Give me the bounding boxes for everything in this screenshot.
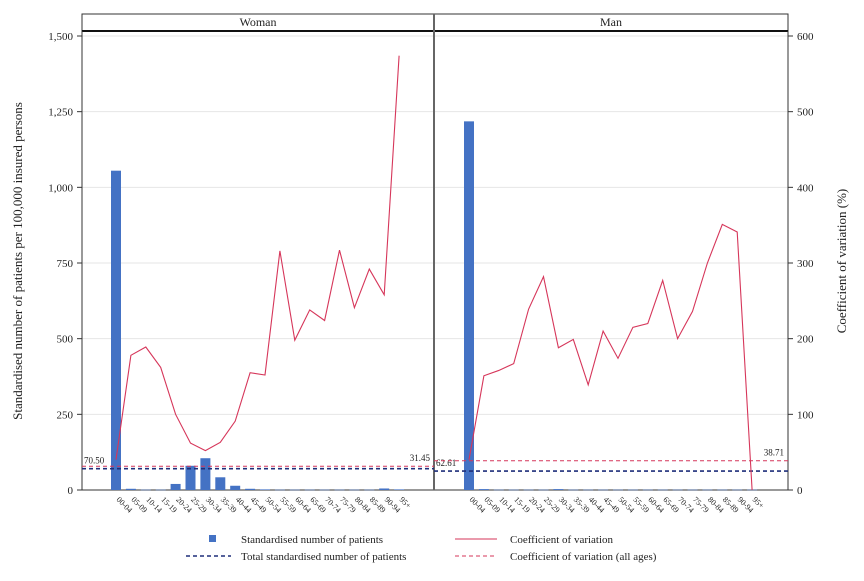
- y-axis-right-label: Coefficient of variation (%): [834, 189, 849, 334]
- bar-woman-05-09: [125, 488, 136, 490]
- bar-man-80-84: [702, 489, 713, 491]
- bar-woman-85-89: [364, 489, 375, 491]
- legend-label-cv: Coefficient of variation: [510, 534, 614, 546]
- y-right-tick-label: 600: [797, 31, 814, 43]
- bar-man-00-04: [464, 121, 474, 491]
- bar-woman-00-04: [111, 170, 121, 491]
- y-left-tick-label: 1,500: [48, 31, 73, 43]
- bar-man-50-54: [613, 489, 623, 491]
- bar-woman-25-29: [185, 465, 196, 490]
- bar-man-60-64: [642, 489, 653, 491]
- bar-woman-90-94: [379, 488, 390, 490]
- cv-line-woman: [115, 55, 400, 460]
- legend-swatch-bar: [209, 535, 216, 542]
- y-ticks-left: 0 250 500 750 1,000 1,250 1,500: [48, 31, 82, 497]
- bar-man-20-24: [523, 489, 534, 491]
- cv-line-man: [468, 223, 753, 491]
- bar-man-45-49: [598, 489, 609, 491]
- cv-all-label-man: 38.71: [764, 448, 784, 458]
- legend-label-bar: Standardised number of patients: [241, 534, 383, 546]
- cv-lines: [115, 55, 753, 491]
- panel-title-woman: Woman: [239, 15, 276, 29]
- bar-woman-15-19: [155, 489, 166, 491]
- bar-man-90-94: [732, 489, 743, 491]
- y-right-tick-label: 300: [797, 258, 814, 270]
- bar-woman-95+: [394, 489, 405, 490]
- y-right-tick-label: 200: [797, 334, 814, 346]
- bar-man-85-89: [717, 489, 728, 491]
- bar-man-15-19: [508, 489, 519, 491]
- cv-all-label-woman: 31.45: [410, 453, 431, 463]
- y-left-tick-label: 1,250: [48, 107, 73, 119]
- y-axis-left-label: Standardised number of patients per 100,…: [10, 102, 25, 420]
- bar-woman-75-79: [334, 489, 345, 491]
- bar-man-25-29: [538, 489, 549, 491]
- y-left-tick-label: 0: [68, 485, 74, 497]
- bar-man-55-59: [627, 489, 638, 491]
- total-line-label-man: 62.61: [436, 458, 456, 468]
- bars: [111, 121, 758, 491]
- bar-woman-45-49: [245, 488, 256, 490]
- y-right-tick-label: 0: [797, 485, 803, 497]
- bar-woman-55-59: [274, 489, 285, 491]
- legend-label-cv-all: Coefficient of variation (all ages): [510, 551, 657, 563]
- bar-woman-30-34: [200, 458, 211, 490]
- bar-man-65-69: [657, 489, 668, 491]
- bar-man-75-79: [687, 489, 698, 491]
- bar-man-10-14: [493, 489, 504, 491]
- y-left-tick-label: 1,000: [48, 182, 73, 194]
- total-line-label-woman: 70.50: [84, 456, 105, 466]
- bar-woman-60-64: [289, 489, 300, 491]
- y-left-tick-label: 250: [57, 409, 74, 421]
- bar-woman-20-24: [170, 483, 181, 490]
- bar-woman-80-84: [349, 489, 360, 491]
- bar-woman-35-39: [215, 477, 226, 490]
- legend-label-total: Total standardised number of patients: [241, 551, 406, 563]
- bar-woman-10-14: [140, 489, 151, 491]
- bar-man-30-34: [553, 489, 564, 490]
- bar-woman-40-44: [230, 485, 241, 490]
- panel-title-man: Man: [600, 15, 622, 29]
- bar-woman-65-69: [304, 489, 315, 491]
- bar-man-05-09: [478, 489, 489, 490]
- bar-man-70-74: [672, 489, 683, 491]
- y-right-tick-label: 100: [797, 409, 814, 421]
- bar-woman-70-74: [319, 489, 330, 491]
- bar-man-35-39: [568, 489, 579, 491]
- legend: Standardised number of patients Coeffici…: [186, 534, 657, 563]
- y-right-tick-label: 400: [797, 182, 814, 194]
- y-right-tick-label: 500: [797, 107, 814, 119]
- y-left-tick-label: 500: [57, 334, 74, 346]
- y-ticks-right: 0 100 200 300 400 500 600: [788, 31, 814, 497]
- reference-lines: 70.50 31.45 62.61 38.71: [82, 448, 788, 472]
- y-left-tick-label: 750: [57, 258, 74, 270]
- bar-man-40-44: [583, 489, 594, 491]
- bar-woman-50-54: [260, 489, 270, 490]
